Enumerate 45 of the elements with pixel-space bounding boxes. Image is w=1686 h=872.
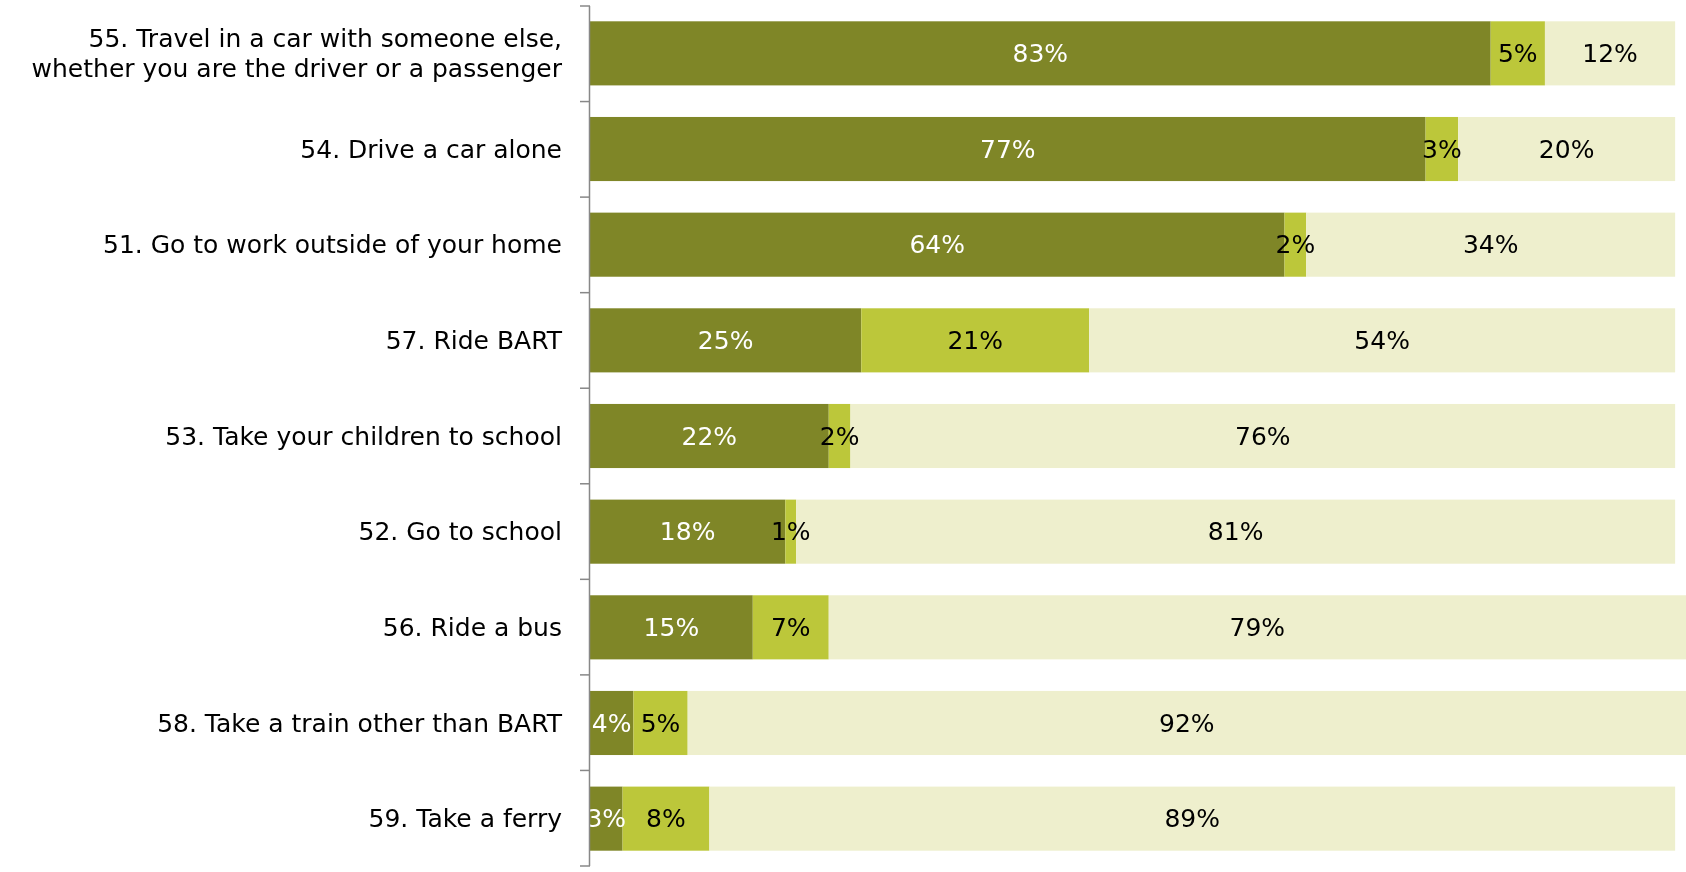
data-label: 89% (1164, 804, 1221, 834)
y-tick-label: 58. Take a train other than BART (157, 708, 563, 738)
bar (633, 690, 688, 756)
data-label: 64% (909, 230, 966, 260)
bar (687, 690, 1686, 756)
data-label: 5% (1497, 39, 1538, 69)
y-tick-label: 52. Go to school (358, 517, 562, 547)
bar (828, 595, 1686, 660)
bar (1089, 308, 1676, 373)
data-label: 12% (1582, 39, 1638, 69)
data-label: 22% (681, 421, 738, 451)
data-label: 92% (1159, 708, 1215, 738)
y-tick-label: 59. Take a ferry (368, 804, 563, 834)
y-tick-label: 57. Ride BART (385, 326, 563, 356)
bar (752, 595, 829, 660)
data-label: 21% (947, 326, 1004, 356)
data-label: 4% (591, 708, 632, 738)
bar (1544, 21, 1676, 86)
y-tick-label: 51. Go to work outside of your home (103, 230, 562, 260)
data-label: 34% (1462, 230, 1519, 260)
data-label: 79% (1229, 613, 1286, 643)
data-label: 15% (643, 613, 700, 643)
data-label: 76% (1235, 421, 1291, 451)
data-label: 5% (640, 708, 681, 738)
data-label: 3% (586, 804, 627, 834)
data-label: 25% (697, 326, 754, 356)
bar (590, 21, 1491, 86)
bar (1490, 21, 1545, 86)
data-label: 8% (646, 804, 686, 834)
y-tick-label: 55. Travel in a car with someone else, whether you are the driver or a passenger (31, 24, 563, 84)
bar (590, 595, 753, 660)
data-label: 81% (1207, 517, 1264, 547)
data-label: 20% (1538, 134, 1595, 164)
y-tick-label: 54. Drive a car alone (300, 134, 562, 164)
y-tick-label: 53. Take your children to school (165, 421, 562, 451)
bar (709, 786, 1676, 851)
y-tick-label: 56. Ride a bus (382, 613, 562, 643)
data-label: 7% (770, 613, 811, 643)
data-label: 18% (659, 517, 716, 547)
bar (590, 116, 1426, 182)
data-label: 77% (979, 134, 1036, 164)
data-label: 54% (1354, 326, 1410, 356)
data-label: 83% (1012, 39, 1069, 69)
bar (861, 308, 1090, 373)
bar (590, 308, 862, 373)
